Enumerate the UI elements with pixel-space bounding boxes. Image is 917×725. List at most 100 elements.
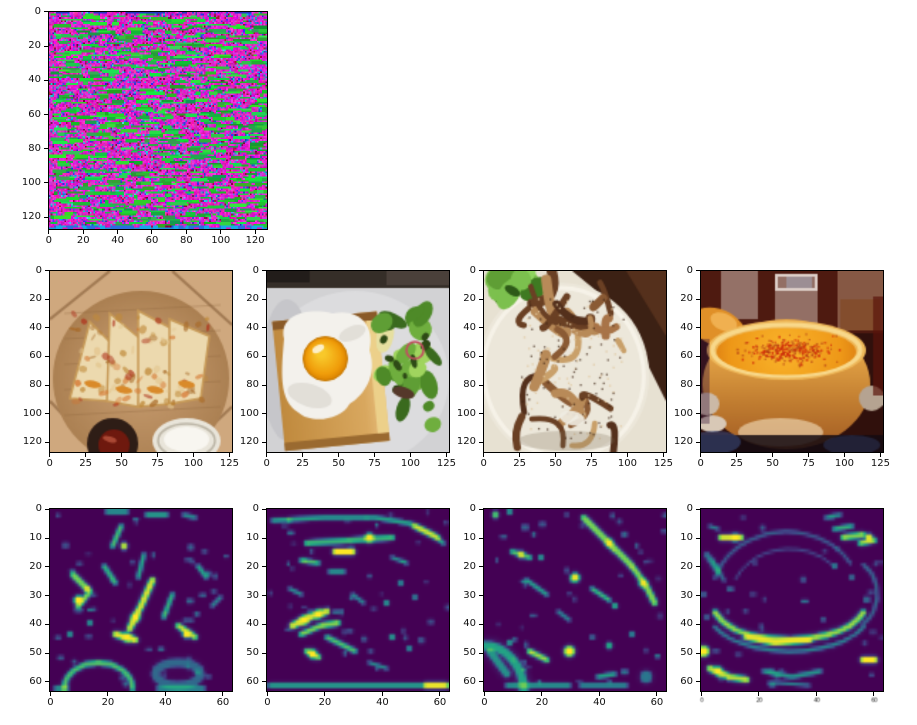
y-tick-mark [262, 508, 266, 510]
x-tick-mark [843, 453, 845, 457]
y-tick-mark [479, 537, 483, 539]
x-tick-label: 0 [481, 697, 488, 708]
x-tick-mark [626, 453, 628, 457]
y-tick-mark [479, 623, 483, 625]
y-tick-label: 120 [21, 211, 41, 223]
x-tick-label: 25 [79, 458, 93, 469]
y-tick-mark [45, 652, 49, 654]
x-tick-label: 40 [593, 697, 606, 708]
y-tick-mark [45, 384, 49, 386]
x-tick-mark [192, 453, 194, 457]
x-tick-mark [772, 453, 774, 457]
y-tick-label: 60 [29, 675, 42, 687]
y-tick-mark [696, 508, 700, 510]
y-tick-mark [479, 270, 483, 272]
x-tick-label: 20 [318, 697, 332, 708]
y-tick-mark [696, 298, 700, 300]
featmap-2-image [267, 509, 449, 691]
x-tick-mark [151, 230, 153, 234]
y-tick-mark [45, 623, 49, 625]
y-tick-mark [696, 441, 700, 443]
x-tick-label: 125 [219, 458, 239, 469]
x-tick-label: 25 [296, 458, 310, 469]
y-tick-mark [696, 384, 700, 386]
y-tick-label: 100 [673, 407, 693, 419]
x-tick-label: 0 [47, 697, 54, 708]
y-tick-mark [44, 114, 48, 115]
y-tick-label: 10 [463, 532, 476, 544]
y-tick-mark [696, 413, 700, 415]
y-tick-label: 40 [29, 618, 42, 630]
y-tick-mark [262, 537, 266, 539]
y-tick-label: 10 [246, 532, 259, 544]
y-tick-mark [262, 623, 266, 625]
featmap-2-axes-frame [266, 508, 450, 692]
x-tick-label: 50 [115, 458, 128, 469]
y-tick-label: 40 [246, 618, 259, 630]
y-tick-mark [696, 623, 700, 625]
x-tick-label: 100 [834, 458, 855, 469]
x-tick-label: 60 [145, 235, 159, 246]
x-tick-mark [222, 692, 224, 696]
y-tick-label: 20 [680, 560, 693, 572]
y-tick-mark [262, 384, 266, 386]
y-tick-label: 30 [463, 589, 476, 601]
x-tick-label: 125 [653, 458, 673, 469]
food-soup-axes-frame [700, 270, 884, 453]
x-tick-label: 100 [183, 458, 204, 469]
x-tick-mark [82, 230, 84, 234]
y-tick-mark [696, 355, 700, 357]
y-tick-label: 60 [246, 675, 259, 687]
x-tick-mark [736, 453, 738, 457]
y-tick-mark [262, 413, 266, 415]
x-tick-label: 75 [151, 458, 164, 469]
x-tick-mark [758, 692, 760, 696]
x-tick-mark [381, 692, 383, 696]
subplot-featmap-2: 0 20 40 60 0 10 20 30 40 50 60 [246, 504, 450, 708]
y-tick-mark [45, 681, 49, 683]
y-tick-mark [45, 298, 49, 300]
y-tick-label: 60 [463, 350, 476, 362]
y-tick-label: 40 [28, 74, 41, 86]
y-tick-label: 100 [456, 407, 476, 419]
x-tick-label: 50 [332, 458, 345, 469]
x-tick-mark [815, 692, 817, 696]
x-tick-label: 0 [45, 235, 53, 246]
y-tick-mark [696, 537, 700, 539]
x-tick-label: 50 [766, 458, 779, 469]
y-tick-label: 0 [34, 5, 41, 17]
y-tick-mark [45, 270, 49, 272]
subplot-featmap-1: 0 20 40 60 0 10 20 30 40 50 60 [29, 504, 233, 708]
y-tick-label: 120 [673, 436, 693, 448]
y-tick-label: 10 [680, 532, 693, 544]
y-tick-label: 0 [252, 503, 259, 515]
x-tick-label: 60 [216, 697, 230, 708]
x-tick-mark [324, 692, 326, 696]
y-tick-label: 80 [246, 379, 259, 391]
x-tick-mark [228, 453, 230, 457]
x-tick-label: 125 [870, 458, 890, 469]
subplot-food-quesadilla: 0 25 50 75 100 125 0 20 40 60 80 100 120 [23, 265, 239, 468]
y-tick-label: 20 [29, 560, 42, 572]
y-tick-label: 120 [456, 436, 476, 448]
y-tick-mark [44, 79, 48, 81]
y-tick-label: 60 [680, 675, 693, 687]
x-tick-mark [519, 453, 521, 457]
x-tick-mark [483, 692, 485, 696]
y-tick-label: 100 [239, 407, 259, 419]
featmap-4-axes-frame [700, 508, 884, 692]
y-tick-mark [262, 441, 266, 443]
food-quesadilla-axes-frame [49, 270, 233, 453]
x-tick-label: 60 [433, 697, 447, 708]
x-tick-mark [483, 453, 485, 457]
x-tick-label: 80 [179, 235, 193, 246]
y-tick-label: 0 [469, 503, 476, 515]
y-tick-label: 40 [680, 321, 693, 333]
x-tick-label: 25 [513, 458, 527, 469]
featmap-1-axes-frame [49, 508, 233, 692]
x-tick-label: 0 [697, 458, 704, 469]
x-tick-mark [555, 453, 557, 457]
y-tick-label: 30 [29, 589, 42, 601]
x-tick-label: 20 [756, 697, 763, 704]
